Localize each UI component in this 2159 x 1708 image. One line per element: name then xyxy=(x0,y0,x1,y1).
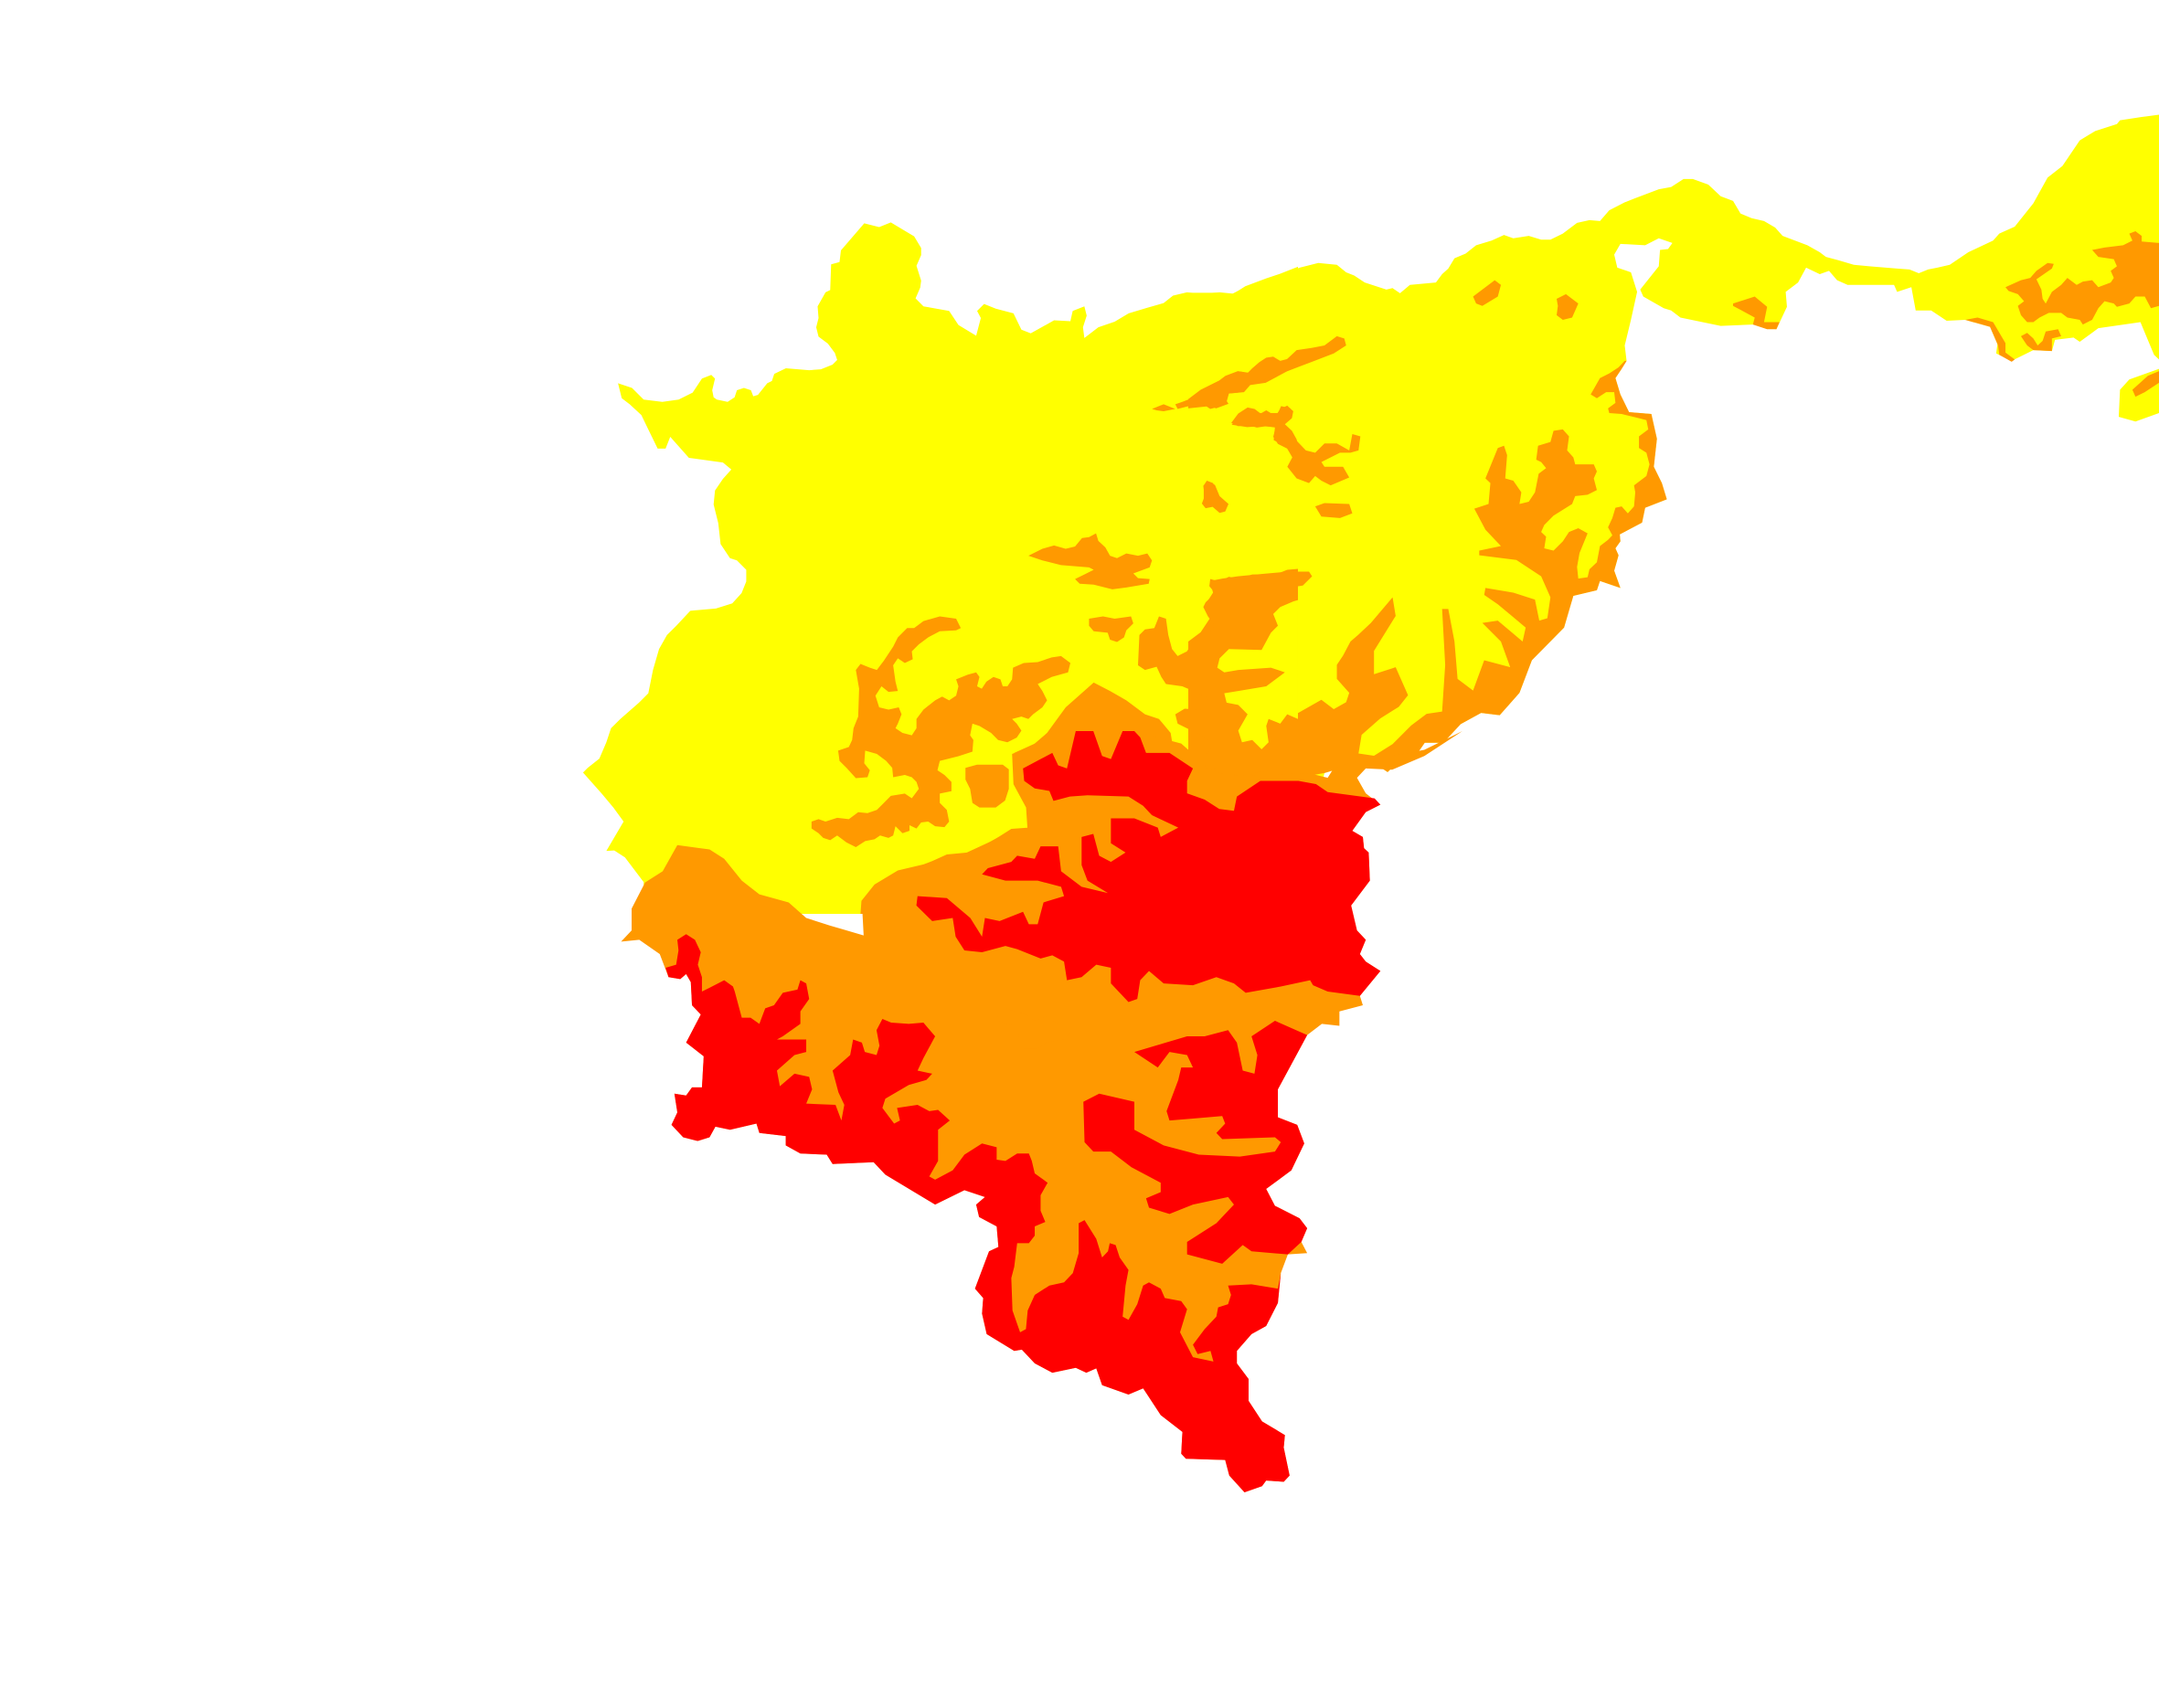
orange-patch xyxy=(1089,616,1133,642)
red-zone-east xyxy=(1083,1020,1308,1264)
yellow-patch xyxy=(1217,599,1298,749)
orange-patch xyxy=(1231,405,1298,477)
orange-patch xyxy=(1152,404,1175,411)
orange-patch xyxy=(996,1008,1070,1049)
orange-zone-west-fingers xyxy=(811,616,1071,848)
orange-patch xyxy=(2132,371,2159,398)
orange-patch xyxy=(1201,481,1228,514)
orange-patch xyxy=(1965,317,2015,362)
orange-patch xyxy=(1556,293,1579,320)
orange-zone-east-main xyxy=(1188,360,1667,791)
red-zone-north xyxy=(916,731,1381,1003)
orange-patch xyxy=(1175,350,1298,409)
orange-patch xyxy=(1473,280,1502,306)
orange-patch xyxy=(1028,533,1153,589)
orange-patch xyxy=(965,764,1009,808)
orange-patch xyxy=(1314,503,1353,518)
yellow-zone-east xyxy=(1188,114,2159,822)
orange-patch xyxy=(1733,296,1780,330)
orange-patch xyxy=(2005,231,2159,325)
red-zone-south-west xyxy=(665,934,1290,1493)
orange-patch xyxy=(2020,329,2061,352)
